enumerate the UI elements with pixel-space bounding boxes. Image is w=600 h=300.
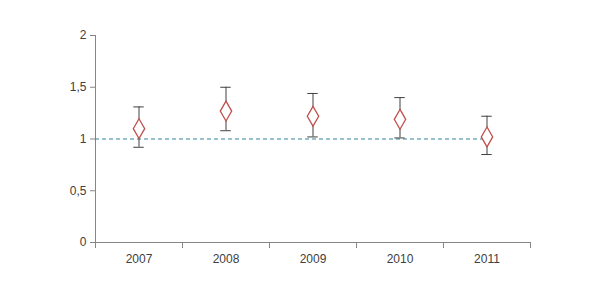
svg-text:2: 2	[80, 28, 87, 42]
svg-text:0,5: 0,5	[70, 184, 87, 198]
svg-text:2009: 2009	[300, 252, 327, 266]
svg-text:2007: 2007	[126, 252, 153, 266]
svg-text:1,5: 1,5	[70, 80, 87, 94]
svg-text:2010: 2010	[387, 252, 414, 266]
svg-text:2008: 2008	[213, 252, 240, 266]
svg-text:2011: 2011	[474, 252, 500, 266]
svg-text:0: 0	[80, 235, 87, 249]
svg-text:1: 1	[80, 132, 87, 146]
